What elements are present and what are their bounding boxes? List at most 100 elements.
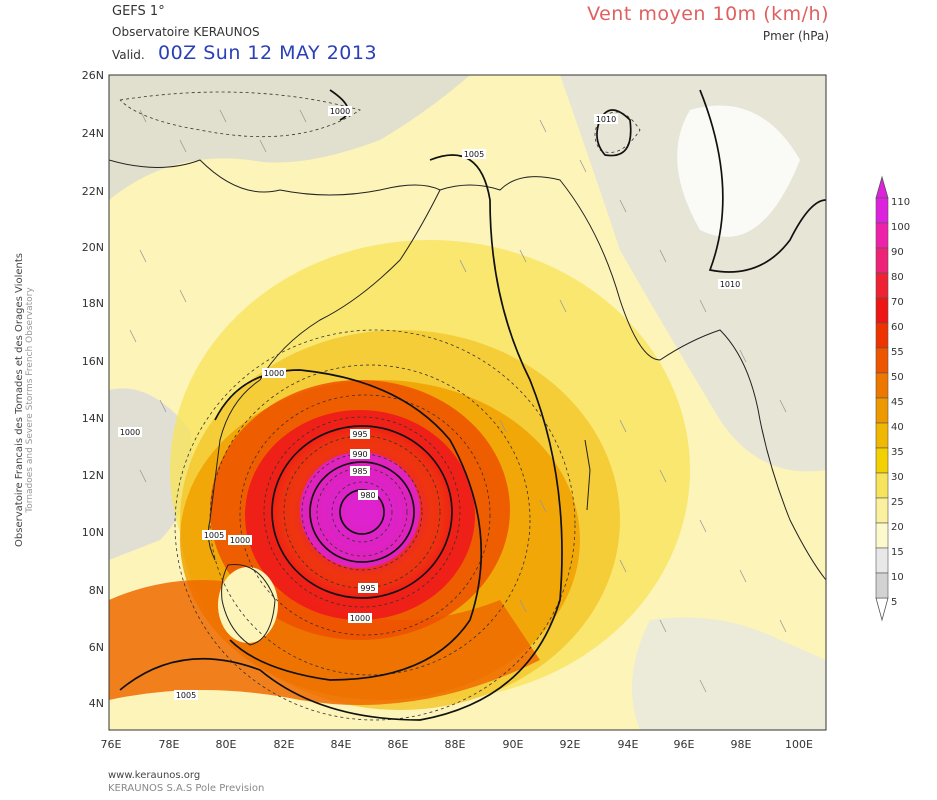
lon-label: 100E (785, 738, 813, 751)
lat-label: 20N (82, 241, 104, 254)
colorbar-top-arrow (875, 175, 889, 199)
lon-label: 78E (159, 738, 180, 751)
field-title: Vent moyen 10m (km/h) (587, 3, 829, 25)
isobar-label: 995 (352, 430, 367, 439)
colorbar-cell (875, 422, 889, 449)
isobar-label: 990 (352, 450, 367, 459)
lat-label: 6N (89, 641, 104, 654)
colorbar-tick-label: 60 (891, 322, 904, 333)
andaman-islands (584, 439, 591, 511)
isobar-label: 980 (360, 491, 375, 500)
isobar-label: 1000 (350, 614, 370, 623)
calm-region-nw (109, 75, 470, 200)
lat-label: 4N (89, 697, 104, 710)
lon-label: 98E (731, 738, 752, 751)
colorbar-cell (875, 372, 889, 399)
colorbar-cell (875, 297, 889, 324)
wind-monsoon-band (109, 580, 540, 705)
colorbar-tick-label: 5 (891, 597, 897, 608)
isobar-label: 1010 (720, 280, 740, 289)
colorbar-cell (875, 572, 889, 599)
colorbar-cell (875, 547, 889, 574)
colorbar-cell (875, 222, 889, 249)
map-frame (108, 74, 827, 731)
field-subtitle: Pmer (hPa) (762, 29, 829, 43)
isobar-label: 985 (352, 467, 367, 476)
isobar-label: 1000 (264, 369, 284, 378)
colorbar-cell (875, 472, 889, 499)
isobar-label: 1000 (120, 428, 140, 437)
observatory-name: Observatoire KERAUNOS (112, 25, 260, 39)
lon-label: 84E (331, 738, 352, 751)
colorbar-tick-label: 30 (891, 472, 904, 483)
calm-region-se (632, 617, 826, 730)
footer-website: www.keraunos.org (108, 770, 201, 781)
isobar-label: 1005 (176, 691, 196, 700)
lat-label: 8N (89, 584, 104, 597)
srilanka-calm (218, 567, 278, 643)
lon-label: 76E (101, 738, 122, 751)
lon-label: 86E (388, 738, 409, 751)
lat-label: 24N (82, 127, 104, 140)
colorbar-tick-label: 90 (891, 247, 904, 258)
lon-label: 92E (560, 738, 581, 751)
colorbar-tick-label: 70 (891, 297, 904, 308)
isobar-label: 995 (360, 584, 375, 593)
colorbar-cell (875, 497, 889, 524)
colorbar-tick-label: 55 (891, 347, 904, 358)
colorbar-cell (875, 397, 889, 424)
lon-label: 80E (216, 738, 237, 751)
lon-label: 82E (274, 738, 295, 751)
colorbar-cell (875, 522, 889, 549)
lat-label: 26N (82, 69, 104, 82)
colorbar-cell (875, 322, 889, 349)
lat-axis: 26N 24N 22N 20N 18N 16N 14N 12N 10N 8N 6… (82, 69, 104, 710)
colorbar-cell (875, 272, 889, 299)
isobar-label: 1000 (330, 107, 350, 116)
colorbar-tick-label: 35 (891, 447, 904, 458)
lat-label: 14N (82, 412, 104, 425)
lat-label: 10N (82, 526, 104, 539)
india-coastline (109, 159, 441, 561)
colorbar-tick-label: 15 (891, 547, 904, 558)
colorbar-cell (875, 447, 889, 474)
isobar-label: 1010 (596, 115, 616, 124)
colorbar-tick-label: 100 (891, 222, 910, 233)
lon-label: 96E (674, 738, 695, 751)
colorbar-tick-label: 10 (891, 572, 904, 583)
lon-axis: 76E 78E 80E 82E 84E 86E 88E 90E 92E 94E … (101, 738, 813, 751)
colorbar-tick-label: 80 (891, 272, 904, 283)
wind-barbs (129, 109, 787, 693)
colorbar-tick-label: 20 (891, 522, 904, 533)
colorbar-tick-label: 25 (891, 497, 904, 508)
lon-label: 94E (618, 738, 639, 751)
colorbar-cell (875, 247, 889, 274)
isobar-label: 1005 (204, 531, 224, 540)
colorbar-tick-label: 40 (891, 422, 904, 433)
lat-label: 18N (82, 297, 104, 310)
model-name: GEFS 1° (112, 4, 165, 19)
colorbar-bottom-arrow (875, 597, 889, 622)
isobar-label: 1005 (464, 150, 484, 159)
isobar-label: 1000 (230, 536, 250, 545)
map-area (109, 75, 826, 730)
colorbar-tick-label: 45 (891, 397, 904, 408)
lat-label: 12N (82, 469, 104, 482)
valid-time: 00Z Sun 12 MAY 2013 (158, 42, 378, 64)
footer-company: KERAUNOS S.A.S Pole Prevision (108, 783, 265, 794)
lat-label: 22N (82, 185, 104, 198)
colorbar-tick-label: 110 (891, 197, 910, 208)
calm-region-white (677, 105, 800, 237)
bangladesh-myanmar-coastline (439, 176, 826, 581)
lon-label: 88E (445, 738, 466, 751)
colorbar-tick-label: 50 (891, 372, 904, 383)
colorbar: 110 100 90 80 70 60 55 50 45 40 35 30 25 20 15 10 5 (875, 175, 910, 622)
colorbar-cell (875, 197, 889, 224)
lat-label: 16N (82, 355, 104, 368)
srilanka-coastline (221, 563, 276, 646)
lon-label: 90E (503, 738, 524, 751)
colorbar-cell (875, 347, 889, 374)
isobar-labels: 1000 1005 1010 1010 1000 1000 995 990 98… (118, 106, 742, 700)
valid-label: Valid. (112, 48, 145, 62)
